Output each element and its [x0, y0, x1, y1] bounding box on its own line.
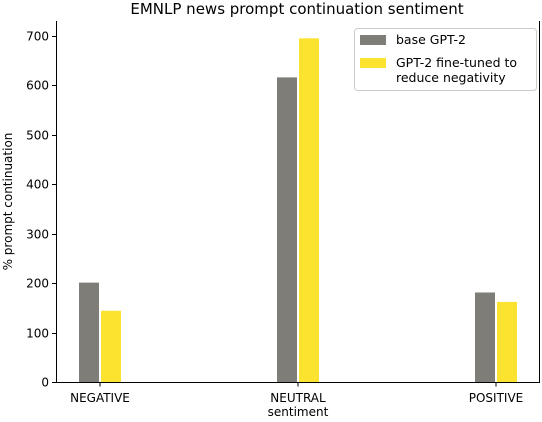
y-tick-label: 0: [41, 376, 49, 390]
y-tick-label: 300: [26, 228, 49, 242]
bar-negative-series-1: [79, 282, 99, 382]
y-tick-label: 600: [26, 79, 49, 93]
plot-area: 0 100 200 300 400 500 600 700 NEGATIVE NEUTRAL PO…: [26, 21, 540, 405]
bar-neutral-series-2: [299, 38, 319, 382]
legend-label-series-2: GPT-2 fine-tuned to reduce negativity: [396, 55, 517, 85]
x-tick-label-neutral: NEUTRAL: [270, 391, 326, 405]
bar-neutral-series-1: [277, 77, 297, 383]
y-tick-label: 400: [26, 178, 49, 192]
x-axis-label: sentiment: [268, 405, 329, 419]
bar-positive-series-1: [475, 292, 495, 382]
x-tick-label-negative: NEGATIVE: [70, 391, 130, 405]
axis-frame: [56, 21, 540, 383]
bar-negative-series-2: [101, 310, 121, 382]
y-tick-label: 200: [26, 277, 49, 291]
legend-frame: [354, 28, 537, 91]
legend: base GPT-2 GPT-2 fine-tuned to reduce nega…: [354, 28, 537, 91]
bars: [79, 38, 517, 383]
chart-title: EMNLP news prompt continuation sentiment: [130, 0, 463, 18]
legend-swatch-series-2: [360, 58, 386, 68]
y-tick-label: 500: [26, 129, 49, 143]
legend-swatch-series-1: [360, 35, 386, 45]
y-tick-label: 100: [26, 327, 49, 341]
bar-positive-series-2: [497, 301, 517, 382]
x-axis-ticks: NEGATIVE NEUTRAL POSITIVE: [70, 382, 524, 405]
legend-label-series-1: base GPT-2: [396, 32, 466, 47]
y-axis-label: % prompt continuation: [1, 133, 15, 271]
y-axis-ticks: 0 100 200 300 400 500 600 700: [26, 30, 56, 390]
x-tick-label-positive: POSITIVE: [469, 391, 524, 405]
y-tick-label: 700: [26, 30, 49, 44]
